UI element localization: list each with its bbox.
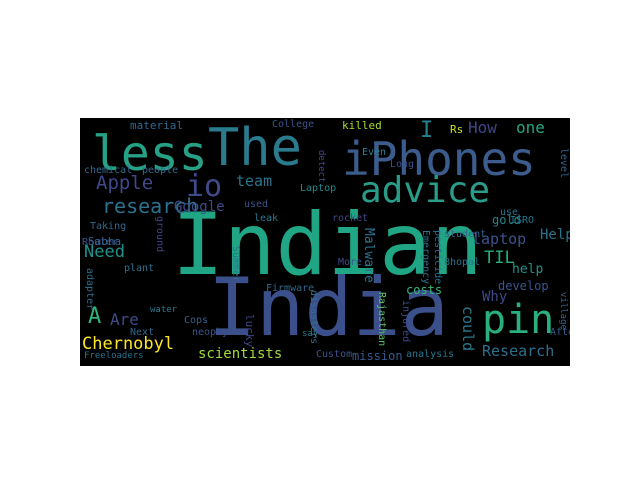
word: Google [174,199,225,215]
word: Firmware [266,283,315,294]
word: material [130,119,183,132]
word: More [338,257,363,268]
word: one [516,118,545,137]
word: TIL [484,248,515,268]
word: village [558,292,568,330]
word: use [500,207,519,218]
word: Bhopal [444,257,481,268]
word: How [468,118,497,137]
word: mission [352,349,403,363]
word: leak [254,213,279,224]
word: plant [124,263,155,274]
word: Taking [90,221,127,232]
word: ISRO [510,215,535,226]
word: pin [482,297,555,343]
word: develop [498,279,549,293]
word: Summer [230,246,241,283]
word: Emergency [420,230,431,285]
word: Help [540,227,570,243]
word: rocket [332,213,369,224]
word: College [272,119,315,130]
word-cloud: Indian India The less iPhones advice pin… [80,118,570,366]
word: A [88,304,102,329]
word: student [444,229,487,240]
word: Router [82,237,119,248]
word: research [102,194,199,218]
word: io [186,169,223,204]
word: detect [316,150,326,183]
word: Custom [316,349,353,360]
word: less [92,126,208,182]
word: Long [390,159,415,170]
word: ground [154,216,165,253]
word: Chernobyl [82,334,175,354]
word: I [420,118,434,143]
word: Are [110,310,139,329]
word: team [236,172,273,190]
word: disasters [308,290,319,345]
word: water [150,305,178,315]
word: say [302,329,319,339]
word: Even [362,147,387,158]
word: laptop [472,230,527,248]
word: Why [482,289,508,305]
word: adapter [84,268,95,311]
word: Rs [450,123,464,136]
word: people [142,165,179,176]
word: costs [406,283,443,297]
word: Cops [184,315,209,326]
word: pesticide [432,230,443,285]
word: The [208,118,302,178]
word: lucky [243,314,256,348]
word: chemical [84,165,133,176]
word: killed [342,119,382,132]
word: neophyte [192,327,241,338]
word: After [550,327,570,338]
word: Laptop [300,183,337,194]
word: analysis [406,349,455,360]
word: India [208,261,449,354]
word: Freeloaders [84,351,144,361]
word: advice [360,170,491,211]
word: Malware [361,228,376,283]
word: iPhones [342,132,536,186]
word: Research [482,342,555,360]
word: level [558,148,569,179]
word: Sabha [88,235,122,248]
word: Next [130,327,155,338]
word: gold [492,213,521,227]
word: injured [400,300,411,343]
word: Apple [96,172,154,194]
word: could [459,306,477,352]
word: Indian [172,195,483,295]
word: Rajasthan [376,292,387,347]
word: scientists [198,346,283,362]
word: used [244,199,269,210]
word: help [512,262,544,277]
word: Need [84,242,125,262]
